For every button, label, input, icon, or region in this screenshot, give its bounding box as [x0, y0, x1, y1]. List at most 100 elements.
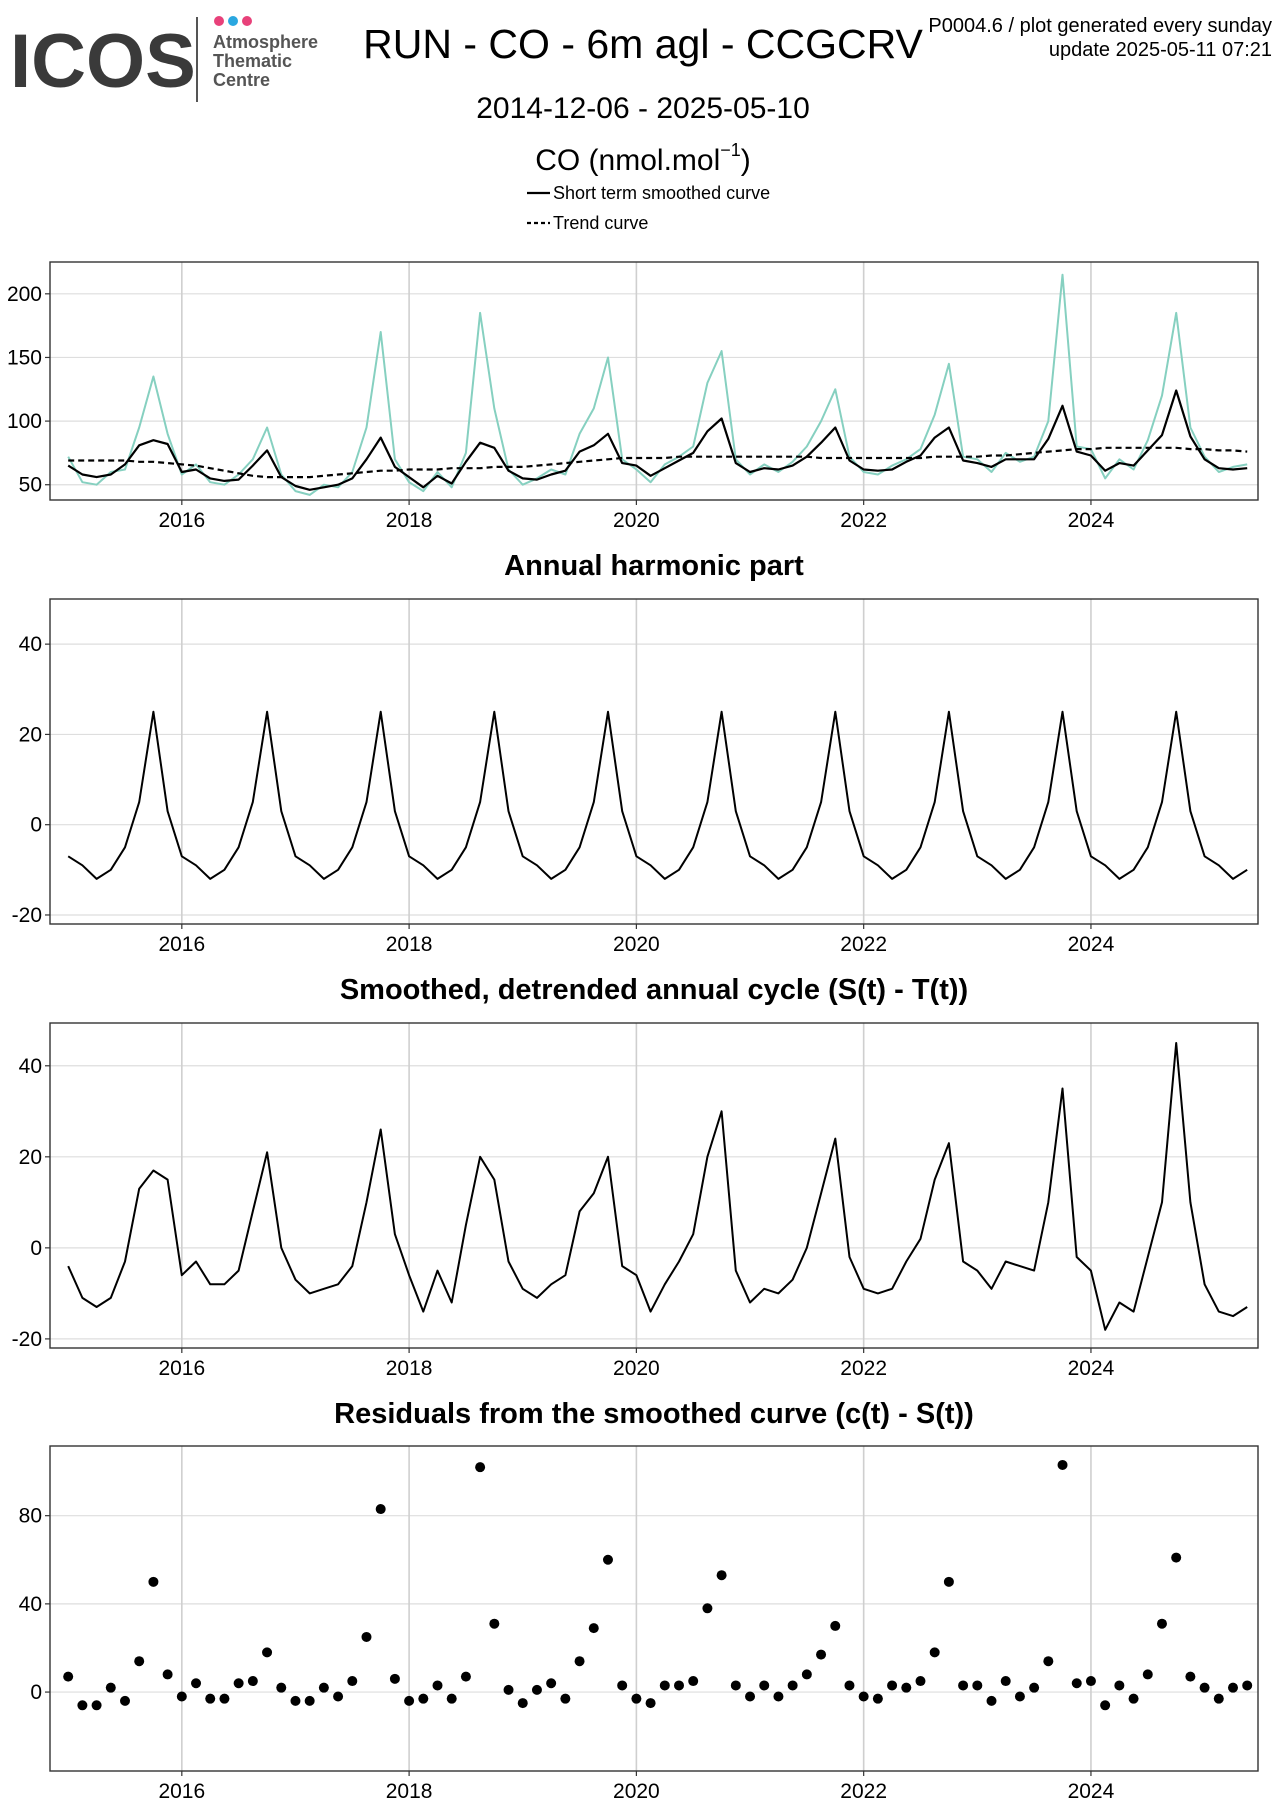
- x-tick-label: 2022: [840, 933, 887, 956]
- y-tick-label: -20: [12, 1328, 42, 1351]
- residual-point: [276, 1682, 287, 1693]
- residual-point: [915, 1676, 926, 1687]
- logo-dot: [214, 16, 224, 26]
- residual-point: [347, 1676, 358, 1687]
- plot-background: [50, 262, 1258, 500]
- residual-point: [63, 1671, 74, 1682]
- residual-point: [460, 1671, 471, 1682]
- residual-point: [1156, 1618, 1167, 1629]
- residual-point: [1199, 1682, 1210, 1693]
- residual-point: [844, 1680, 855, 1691]
- residual-point: [389, 1673, 400, 1684]
- residual-point: [446, 1693, 457, 1704]
- residual-point: [716, 1570, 727, 1581]
- x-tick-label: 2020: [613, 509, 660, 532]
- residual-point: [432, 1680, 443, 1691]
- x-tick-label: 2022: [840, 1780, 887, 1800]
- legend-label: Trend curve: [553, 213, 648, 233]
- panel-title: Residuals from the smoothed curve (c(t) …: [334, 1398, 974, 1430]
- plot-frame: [49, 261, 1259, 501]
- update: update 2025-05-11 07:21: [1049, 39, 1272, 61]
- y-tick-label: 100: [7, 410, 42, 433]
- y-tick-label: 0: [30, 814, 42, 837]
- residual-point: [602, 1554, 613, 1565]
- plot-frame: [49, 1022, 1259, 1349]
- residual-point: [730, 1680, 741, 1691]
- residual-point: [304, 1695, 315, 1706]
- y-tick-label: 80: [19, 1505, 42, 1528]
- residual-point: [588, 1623, 599, 1634]
- residual-point: [475, 1462, 486, 1473]
- residual-point: [1014, 1691, 1025, 1702]
- residual-point: [105, 1682, 116, 1693]
- plot-background: [50, 1446, 1258, 1771]
- x-tick-label: 2020: [613, 1780, 660, 1800]
- residual-point: [929, 1647, 940, 1658]
- residual-point: [418, 1693, 429, 1704]
- x-tick-label: 2018: [386, 509, 433, 532]
- residual-point: [1029, 1682, 1040, 1693]
- y-tick-label: -20: [12, 904, 42, 927]
- residual-point: [546, 1678, 557, 1689]
- x-tick-label: 2018: [386, 1780, 433, 1800]
- logo-text: Thematic: [213, 51, 292, 71]
- x-tick-label: 2024: [1068, 1357, 1115, 1380]
- x-tick-label: 2018: [386, 1357, 433, 1380]
- residual-point: [773, 1691, 784, 1702]
- residual-point: [674, 1680, 685, 1691]
- residual-point: [574, 1656, 585, 1667]
- x-tick-label: 2016: [158, 1780, 205, 1800]
- residual-point: [986, 1695, 997, 1706]
- note: P0004.6 / plot generated every sunday: [928, 15, 1272, 37]
- residual-point: [1071, 1678, 1082, 1689]
- residual-point: [688, 1676, 699, 1687]
- x-tick-label: 2016: [158, 933, 205, 956]
- residual-point: [191, 1678, 202, 1689]
- logo: ICOS: [10, 19, 196, 104]
- residual-point: [1227, 1682, 1238, 1693]
- x-tick-label: 2020: [613, 933, 660, 956]
- residual-point: [617, 1680, 628, 1691]
- raw-data-line: [67, 273, 1248, 496]
- residual-point: [801, 1669, 812, 1680]
- residual-point: [958, 1680, 969, 1691]
- residual-point: [531, 1684, 542, 1695]
- unit-close: ): [741, 144, 751, 177]
- x-tick-label: 2024: [1068, 509, 1115, 532]
- residual-point: [318, 1682, 329, 1693]
- residual-point: [830, 1620, 841, 1631]
- residual-point: [972, 1680, 983, 1691]
- residual-point: [176, 1691, 187, 1702]
- residual-point: [1057, 1459, 1068, 1470]
- residual-point: [375, 1504, 386, 1515]
- y-tick-label: 40: [19, 1055, 42, 1078]
- residual-point: [872, 1693, 883, 1704]
- residual-point: [887, 1680, 898, 1691]
- plot-frame: [49, 1445, 1259, 1772]
- unit-label: CO (nmol.mol−1): [535, 140, 751, 177]
- page-title: RUN - CO - 6m agl - CCGCRV: [363, 21, 923, 67]
- residual-point: [759, 1680, 770, 1691]
- x-tick-label: 2024: [1068, 933, 1115, 956]
- panel-title: Annual harmonic part: [504, 550, 804, 582]
- x-tick-label: 2016: [158, 1357, 205, 1380]
- residual-point: [787, 1680, 798, 1691]
- residual-point: [1043, 1656, 1054, 1667]
- residual-point: [1142, 1669, 1153, 1680]
- x-tick-label: 2024: [1068, 1780, 1115, 1800]
- y-tick-label: 40: [19, 633, 42, 656]
- residual-point: [1114, 1680, 1125, 1691]
- x-tick-label: 2022: [840, 509, 887, 532]
- x-tick-label: 2016: [158, 509, 205, 532]
- y-tick-label: 20: [19, 723, 42, 746]
- y-tick-label: 0: [30, 1237, 42, 1260]
- residual-point: [702, 1603, 713, 1614]
- y-tick-label: 150: [7, 346, 42, 369]
- plot-background: [50, 1023, 1258, 1348]
- residual-point: [91, 1700, 102, 1711]
- residual-point: [645, 1698, 656, 1709]
- residual-point: [1171, 1552, 1182, 1563]
- residual-point: [205, 1693, 216, 1704]
- residual-point: [290, 1695, 301, 1706]
